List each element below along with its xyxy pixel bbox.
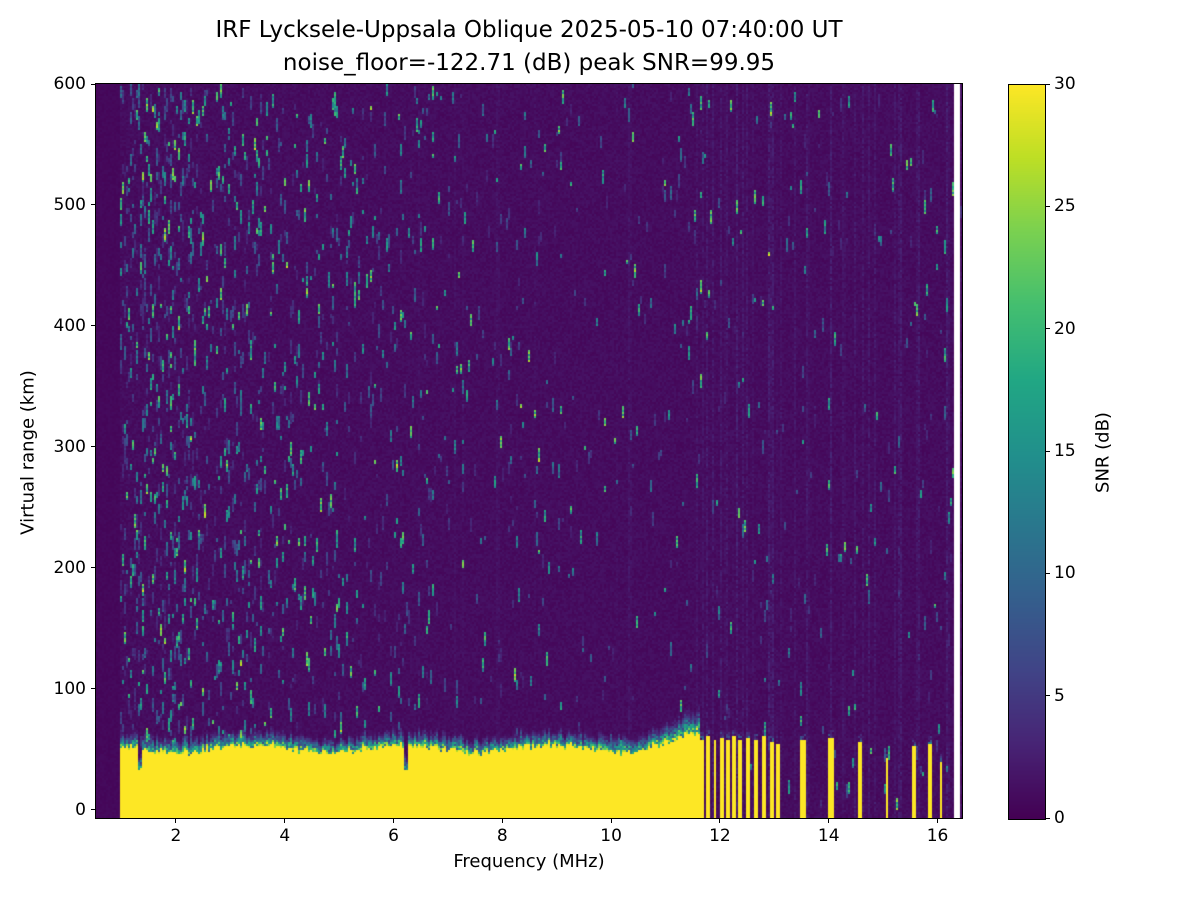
- x-tick-mark: [284, 819, 286, 823]
- x-tick-mark: [719, 819, 721, 823]
- x-tick-mark: [175, 819, 177, 823]
- y-axis-label: Virtual range (km): [17, 370, 39, 535]
- x-tick-mark: [393, 819, 395, 823]
- x-tick-label: 10: [600, 826, 622, 846]
- colorbar-tick-label: 30: [1054, 74, 1076, 94]
- y-tick-mark: [91, 688, 95, 690]
- y-tick-mark: [91, 809, 95, 811]
- x-tick-label: 8: [496, 826, 508, 846]
- colorbar-tick-label: 20: [1054, 318, 1076, 339]
- colorbar-tick-mark: [1046, 817, 1050, 819]
- y-tick-label: 400: [53, 315, 86, 336]
- y-tick-mark: [91, 83, 95, 85]
- x-tick-mark: [937, 819, 939, 823]
- plot-area-frame: [95, 83, 963, 819]
- chart-title-line1: IRF Lycksele-Uppsala Oblique 2025-05-10 …: [215, 17, 843, 43]
- colorbar-tick-mark: [1046, 695, 1050, 697]
- heatmap-canvas: [96, 84, 962, 818]
- y-tick-mark: [91, 325, 95, 327]
- colorbar-tick-mark: [1046, 83, 1050, 85]
- y-tick-label: 200: [53, 557, 86, 578]
- y-tick-label: 600: [53, 74, 86, 94]
- colorbar-tick-mark: [1046, 572, 1050, 574]
- x-tick-label: 12: [709, 826, 731, 846]
- chart-title: IRF Lycksele-Uppsala Oblique 2025-05-10 …: [96, 14, 962, 80]
- x-tick-label: 14: [817, 826, 840, 846]
- y-tick-mark: [91, 567, 95, 569]
- colorbar-tick-label: 15: [1054, 441, 1076, 461]
- x-tick-label: 2: [170, 826, 182, 846]
- x-axis-label: Frequency (MHz): [453, 851, 605, 872]
- y-tick-mark: [91, 446, 95, 448]
- colorbar-tick-label: 0: [1054, 808, 1065, 828]
- y-tick-label: 100: [53, 678, 86, 699]
- colorbar-tick-label: 5: [1054, 685, 1065, 706]
- colorbar-tick-mark: [1046, 328, 1050, 330]
- y-tick-label: 300: [53, 436, 86, 457]
- chart-title-line2: noise_floor=-122.71 (dB) peak SNR=99.95: [282, 50, 776, 76]
- colorbar-tick-label: 25: [1054, 196, 1076, 217]
- y-tick-mark: [91, 204, 95, 206]
- x-tick-mark: [828, 819, 830, 823]
- colorbar-tick-mark: [1046, 450, 1050, 452]
- x-tick-mark: [501, 819, 503, 823]
- x-tick-label: 6: [388, 826, 399, 846]
- x-tick-mark: [610, 819, 612, 823]
- x-tick-label: 16: [926, 826, 949, 846]
- x-tick-label: 4: [279, 826, 291, 846]
- colorbar-canvas: [1008, 84, 1046, 820]
- colorbar-label: SNR (dB): [1092, 412, 1114, 493]
- colorbar-tick-mark: [1046, 205, 1050, 207]
- colorbar-tick-label: 10: [1054, 563, 1076, 584]
- y-tick-label: 0: [75, 799, 86, 820]
- y-tick-label: 500: [53, 194, 86, 215]
